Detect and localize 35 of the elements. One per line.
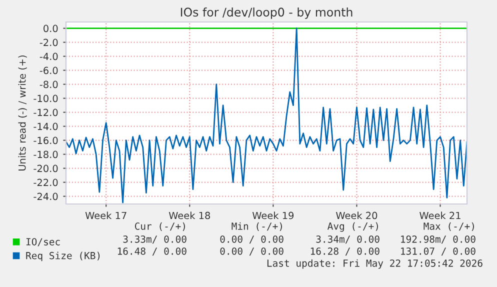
y-tick-label: -16.0: [34, 136, 58, 144]
y-tick-label: -8.0: [40, 80, 58, 88]
text: 0.00 / 0.00: [220, 235, 284, 244]
y-tick-label: -10.0: [34, 94, 58, 102]
text: Avg (-/+): [328, 222, 378, 232]
x-tick-label: Week 19: [252, 212, 294, 220]
text: 16.48 / 0.00: [118, 247, 186, 256]
y-tick-label: -14.0: [34, 122, 58, 130]
text: Max (-/+): [424, 222, 474, 231]
text: 3.34m/ 0.00: [316, 235, 380, 244]
y-tick-label: -6.0: [40, 66, 58, 74]
text: Last update: Fri May 22 17:05:42 2026: [267, 259, 482, 269]
y-tick-label: -20.0: [34, 164, 58, 172]
y-tick-label: -12.0: [34, 108, 58, 116]
text: 131.07 / 0.00: [401, 247, 476, 256]
y-tick-label: 0.0: [44, 24, 58, 32]
legend-label: IO/sec: [26, 238, 60, 246]
legend-label: Req Size (KB): [26, 252, 100, 262]
text: 3.33m/ 0.00: [123, 235, 186, 244]
y-tick-label: -22.0: [34, 178, 58, 186]
text: 0.00 / 0.00: [220, 247, 284, 256]
y-tick-label: -4.0: [40, 52, 58, 60]
chart-title: IOs for /dev/loop0 - by month: [180, 7, 352, 19]
text: 16.28 / 0.00: [310, 247, 380, 256]
x-tick-label: Week 20: [336, 212, 378, 220]
y-tick-label: -24.0: [34, 192, 58, 200]
x-tick-label: Week 18: [168, 212, 210, 220]
text: 192.98m/ 0.00: [401, 235, 476, 244]
y-tick-label: -18.0: [34, 150, 58, 158]
text: Min (-/+): [232, 222, 282, 231]
x-tick-label: Week 21: [420, 212, 460, 220]
x-tick-label: Week 17: [85, 212, 126, 220]
y-axis-title: Units read (-) / write (+): [18, 55, 27, 171]
y-tick-label: -2.0: [40, 38, 58, 46]
text: Cur (-/+): [134, 222, 185, 231]
